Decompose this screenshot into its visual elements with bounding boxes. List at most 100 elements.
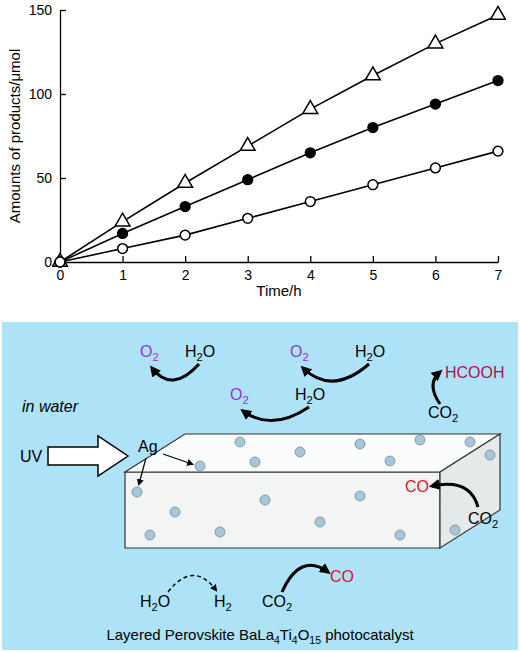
background bbox=[0, 0, 520, 652]
data-point bbox=[180, 202, 190, 212]
diagram-label: O2 bbox=[230, 386, 249, 406]
x-axis-tick-label: 1 bbox=[119, 267, 127, 283]
diagram-label: H2O bbox=[140, 593, 170, 613]
ag-particle bbox=[315, 517, 325, 527]
data-point bbox=[55, 257, 65, 267]
data-point bbox=[53, 253, 68, 266]
ag-particle bbox=[195, 461, 205, 471]
data-point bbox=[368, 123, 378, 133]
data-point bbox=[365, 67, 380, 80]
ag-particle bbox=[355, 491, 365, 501]
x-axis-tick-label: 4 bbox=[307, 267, 315, 283]
y-axis-tick: 150 bbox=[29, 2, 66, 18]
x-axis-tick-label: 6 bbox=[432, 267, 440, 283]
ag-particle bbox=[450, 525, 460, 535]
y-axis-tick: 100 bbox=[29, 86, 66, 102]
diagram-label: H2O bbox=[185, 343, 215, 363]
data-point bbox=[243, 175, 253, 185]
diagram-label: CO bbox=[330, 568, 354, 585]
slab-front bbox=[125, 472, 440, 548]
ag-particle bbox=[260, 495, 270, 505]
slab bbox=[125, 434, 500, 548]
diagram-label: CO2 bbox=[262, 593, 292, 613]
ag-particle bbox=[385, 456, 395, 466]
x-axis-tick-label: 7 bbox=[495, 267, 503, 283]
x-axis-title: Time/h bbox=[256, 282, 301, 299]
reaction-arrow bbox=[282, 565, 328, 592]
y-axis-tick-mark bbox=[60, 10, 66, 11]
x-axis-tick-mark bbox=[185, 256, 186, 262]
chart: 0 1 2 3 4 5 6 7 0 50 100 150 Time/h Amounts of produc… bbox=[6, 2, 505, 299]
y-axis-tick-mark bbox=[60, 94, 66, 95]
x-axis-tick: 4 bbox=[307, 256, 315, 283]
x-axis-tick-mark bbox=[435, 256, 436, 262]
data-point bbox=[55, 257, 65, 267]
ag-particle bbox=[415, 435, 425, 445]
ag-particle bbox=[215, 527, 225, 537]
plot-marks bbox=[53, 6, 506, 266]
data-point bbox=[178, 174, 193, 187]
diagram-label: H2 bbox=[214, 593, 232, 613]
ag-particle bbox=[485, 450, 495, 460]
diagram-label: CO2 bbox=[468, 510, 498, 530]
data-point bbox=[428, 35, 443, 48]
x-axis-tick-mark bbox=[122, 256, 123, 262]
series-line bbox=[60, 81, 498, 262]
ag-particle bbox=[295, 447, 305, 457]
y-axis-tick-label: 100 bbox=[29, 86, 53, 102]
data-point bbox=[491, 6, 506, 19]
y-axis-line bbox=[60, 11, 61, 263]
x-axis-tick: 5 bbox=[369, 256, 377, 283]
y-axis-tick-label: 50 bbox=[36, 170, 52, 186]
x-axis-tick-label: 0 bbox=[57, 267, 65, 283]
data-point bbox=[118, 244, 128, 254]
ag-pointer bbox=[139, 458, 146, 484]
ag-particle bbox=[145, 530, 155, 540]
y-axis-tick-label: 0 bbox=[44, 254, 52, 270]
ag-particle bbox=[465, 437, 475, 447]
data-point bbox=[243, 213, 253, 223]
diagram-label: CO bbox=[405, 478, 429, 495]
x-axis-tick: 2 bbox=[182, 256, 190, 283]
data-point bbox=[431, 99, 441, 109]
x-axis: 0 1 2 3 4 5 6 7 bbox=[57, 256, 503, 283]
x-axis-tick-mark bbox=[248, 256, 249, 262]
ag-particle bbox=[250, 457, 260, 467]
x-axis-tick: 1 bbox=[119, 256, 127, 283]
ag-pointer bbox=[163, 454, 192, 464]
caption: Layered Perovskite BaLa4Ti4O15 photocata… bbox=[106, 626, 414, 646]
x-axis-tick-label: 3 bbox=[244, 267, 252, 283]
uv-arrow bbox=[48, 436, 128, 476]
y-axis-title: Amounts of products/μmol bbox=[6, 49, 23, 224]
y-axis-tick: 50 bbox=[36, 170, 66, 186]
data-point bbox=[493, 76, 503, 86]
x-axis-tick: 3 bbox=[244, 256, 252, 283]
y-axis-tick-label: 150 bbox=[29, 2, 53, 18]
data-point bbox=[305, 197, 315, 207]
diagram-label: O2 bbox=[290, 343, 309, 363]
diagram-label: Ag bbox=[138, 438, 158, 455]
diagram-label: O2 bbox=[140, 343, 159, 363]
diagram-label: H2O bbox=[295, 386, 325, 406]
data-point bbox=[303, 101, 318, 114]
diagram-label: HCOOH bbox=[445, 364, 505, 381]
data-point bbox=[240, 138, 255, 151]
ag-particle bbox=[395, 530, 405, 540]
data-point bbox=[431, 163, 441, 173]
ag-particle bbox=[355, 439, 365, 449]
x-axis-tick-label: 5 bbox=[369, 267, 377, 283]
x-axis-tick-mark bbox=[373, 256, 374, 262]
diagram-label: UV bbox=[20, 448, 43, 465]
reaction-arrow bbox=[433, 372, 440, 404]
slab-top bbox=[125, 434, 500, 472]
data-point bbox=[493, 146, 503, 156]
page: 0 1 2 3 4 5 6 7 0 50 100 150 Time/h Amounts of produc… bbox=[0, 0, 520, 652]
reaction-arrow bbox=[152, 364, 199, 380]
figure: 0 1 2 3 4 5 6 7 0 50 100 150 Time/h Amounts of produc… bbox=[0, 0, 520, 652]
series-line bbox=[60, 151, 498, 262]
diagram-label: in water bbox=[22, 398, 79, 415]
reaction-arrow bbox=[432, 484, 478, 507]
y-axis-tick: 0 bbox=[44, 254, 66, 270]
series-line bbox=[60, 15, 498, 262]
data-point bbox=[180, 230, 190, 240]
